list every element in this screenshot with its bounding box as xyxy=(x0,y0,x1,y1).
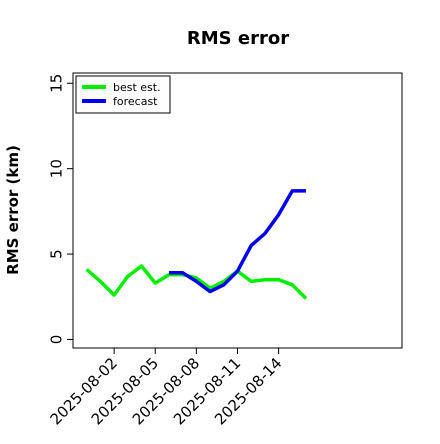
y-tick-label: 10 xyxy=(48,159,66,178)
y-tick-label: 5 xyxy=(48,249,66,259)
y-tick-label: 0 xyxy=(48,335,66,345)
chart-title: RMS error xyxy=(187,28,289,49)
legend-label-best-est: best est. xyxy=(113,81,161,94)
legend: best est. forecast xyxy=(75,75,171,114)
y-axis-label: RMS error (km) xyxy=(4,145,22,275)
y-tick-label: 15 xyxy=(48,74,66,93)
series-line-forecast xyxy=(169,189,306,294)
y-axis-ticks: 0 5 10 15 xyxy=(48,74,73,345)
series-layer xyxy=(85,189,308,300)
series-line-best-est xyxy=(85,264,308,300)
legend-box xyxy=(75,75,171,114)
legend-label-forecast: forecast xyxy=(113,95,158,108)
